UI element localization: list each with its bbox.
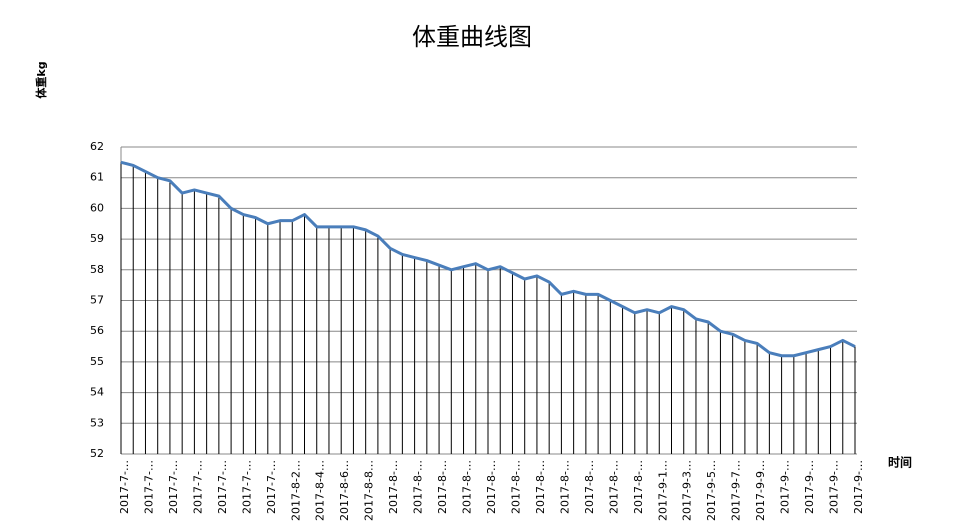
x-tick-label: 2017-8-2… xyxy=(289,460,302,521)
x-tick-label: 2017-9-3… xyxy=(681,460,694,521)
x-tick-label: 2017-7-… xyxy=(240,460,253,514)
x-tick-label: 2017-8-… xyxy=(412,460,425,514)
y-tick-label: 62 xyxy=(90,140,104,153)
y-axis-label: 体重kg xyxy=(34,61,48,98)
x-tick-label: 2017-7-… xyxy=(216,460,229,514)
y-tick-label: 54 xyxy=(90,386,104,399)
x-tick-label: 2017-8-6… xyxy=(338,460,351,521)
y-tick-label: 55 xyxy=(90,355,104,368)
x-tick-label: 2017-7-… xyxy=(167,460,180,514)
x-tick-label: 2017-8-4… xyxy=(314,460,327,521)
x-tick-label: 2017-8-… xyxy=(632,460,645,514)
x-tick-label: 2017-9-5… xyxy=(705,460,718,521)
x-tick-label: 2017-8-… xyxy=(461,460,474,514)
x-tick-label: 2017-8-… xyxy=(607,460,620,514)
y-tick-label: 59 xyxy=(90,232,104,245)
x-tick-label: 2017-9-… xyxy=(803,460,816,514)
x-tick-label: 2017-8-… xyxy=(387,460,400,514)
x-tick-label: 2017-8-… xyxy=(436,460,449,514)
x-tick-label: 2017-8-… xyxy=(485,460,498,514)
y-tick-label: 61 xyxy=(90,171,104,184)
x-tick-label: 2017-7-… xyxy=(118,460,131,514)
x-tick-label: 2017-8-… xyxy=(509,460,522,514)
x-axis-label: 时间 xyxy=(888,455,912,470)
y-tick-label: 53 xyxy=(90,416,104,429)
x-tick-label: 2017-9-9… xyxy=(754,460,767,521)
y-tick-label: 58 xyxy=(90,263,104,276)
x-tick-label: 2017-9-… xyxy=(779,460,792,514)
y-tick-label: 60 xyxy=(90,201,104,214)
x-tick-label: 2017-7-… xyxy=(191,460,204,514)
x-tick-label: 2017-7-… xyxy=(142,460,155,514)
x-tick-label: 2017-9-… xyxy=(852,460,865,514)
chart-title: 体重曲线图 xyxy=(412,23,532,51)
x-tick-label: 2017-8-8… xyxy=(363,460,376,521)
x-tick-label: 2017-9-… xyxy=(828,460,841,514)
x-tick-label: 2017-8-… xyxy=(583,460,596,514)
y-tick-label: 57 xyxy=(90,294,104,307)
x-tick-label: 2017-9-7… xyxy=(730,460,743,521)
series-line xyxy=(120,160,856,358)
x-tick-label: 2017-8-… xyxy=(534,460,547,514)
x-tick-label: 2017-8-… xyxy=(558,460,571,514)
x-tick-label: 2017-9-1… xyxy=(656,460,669,521)
y-tick-label: 56 xyxy=(90,324,104,337)
x-tick-label: 2017-7-… xyxy=(265,460,278,514)
y-tick-label: 52 xyxy=(90,447,104,460)
